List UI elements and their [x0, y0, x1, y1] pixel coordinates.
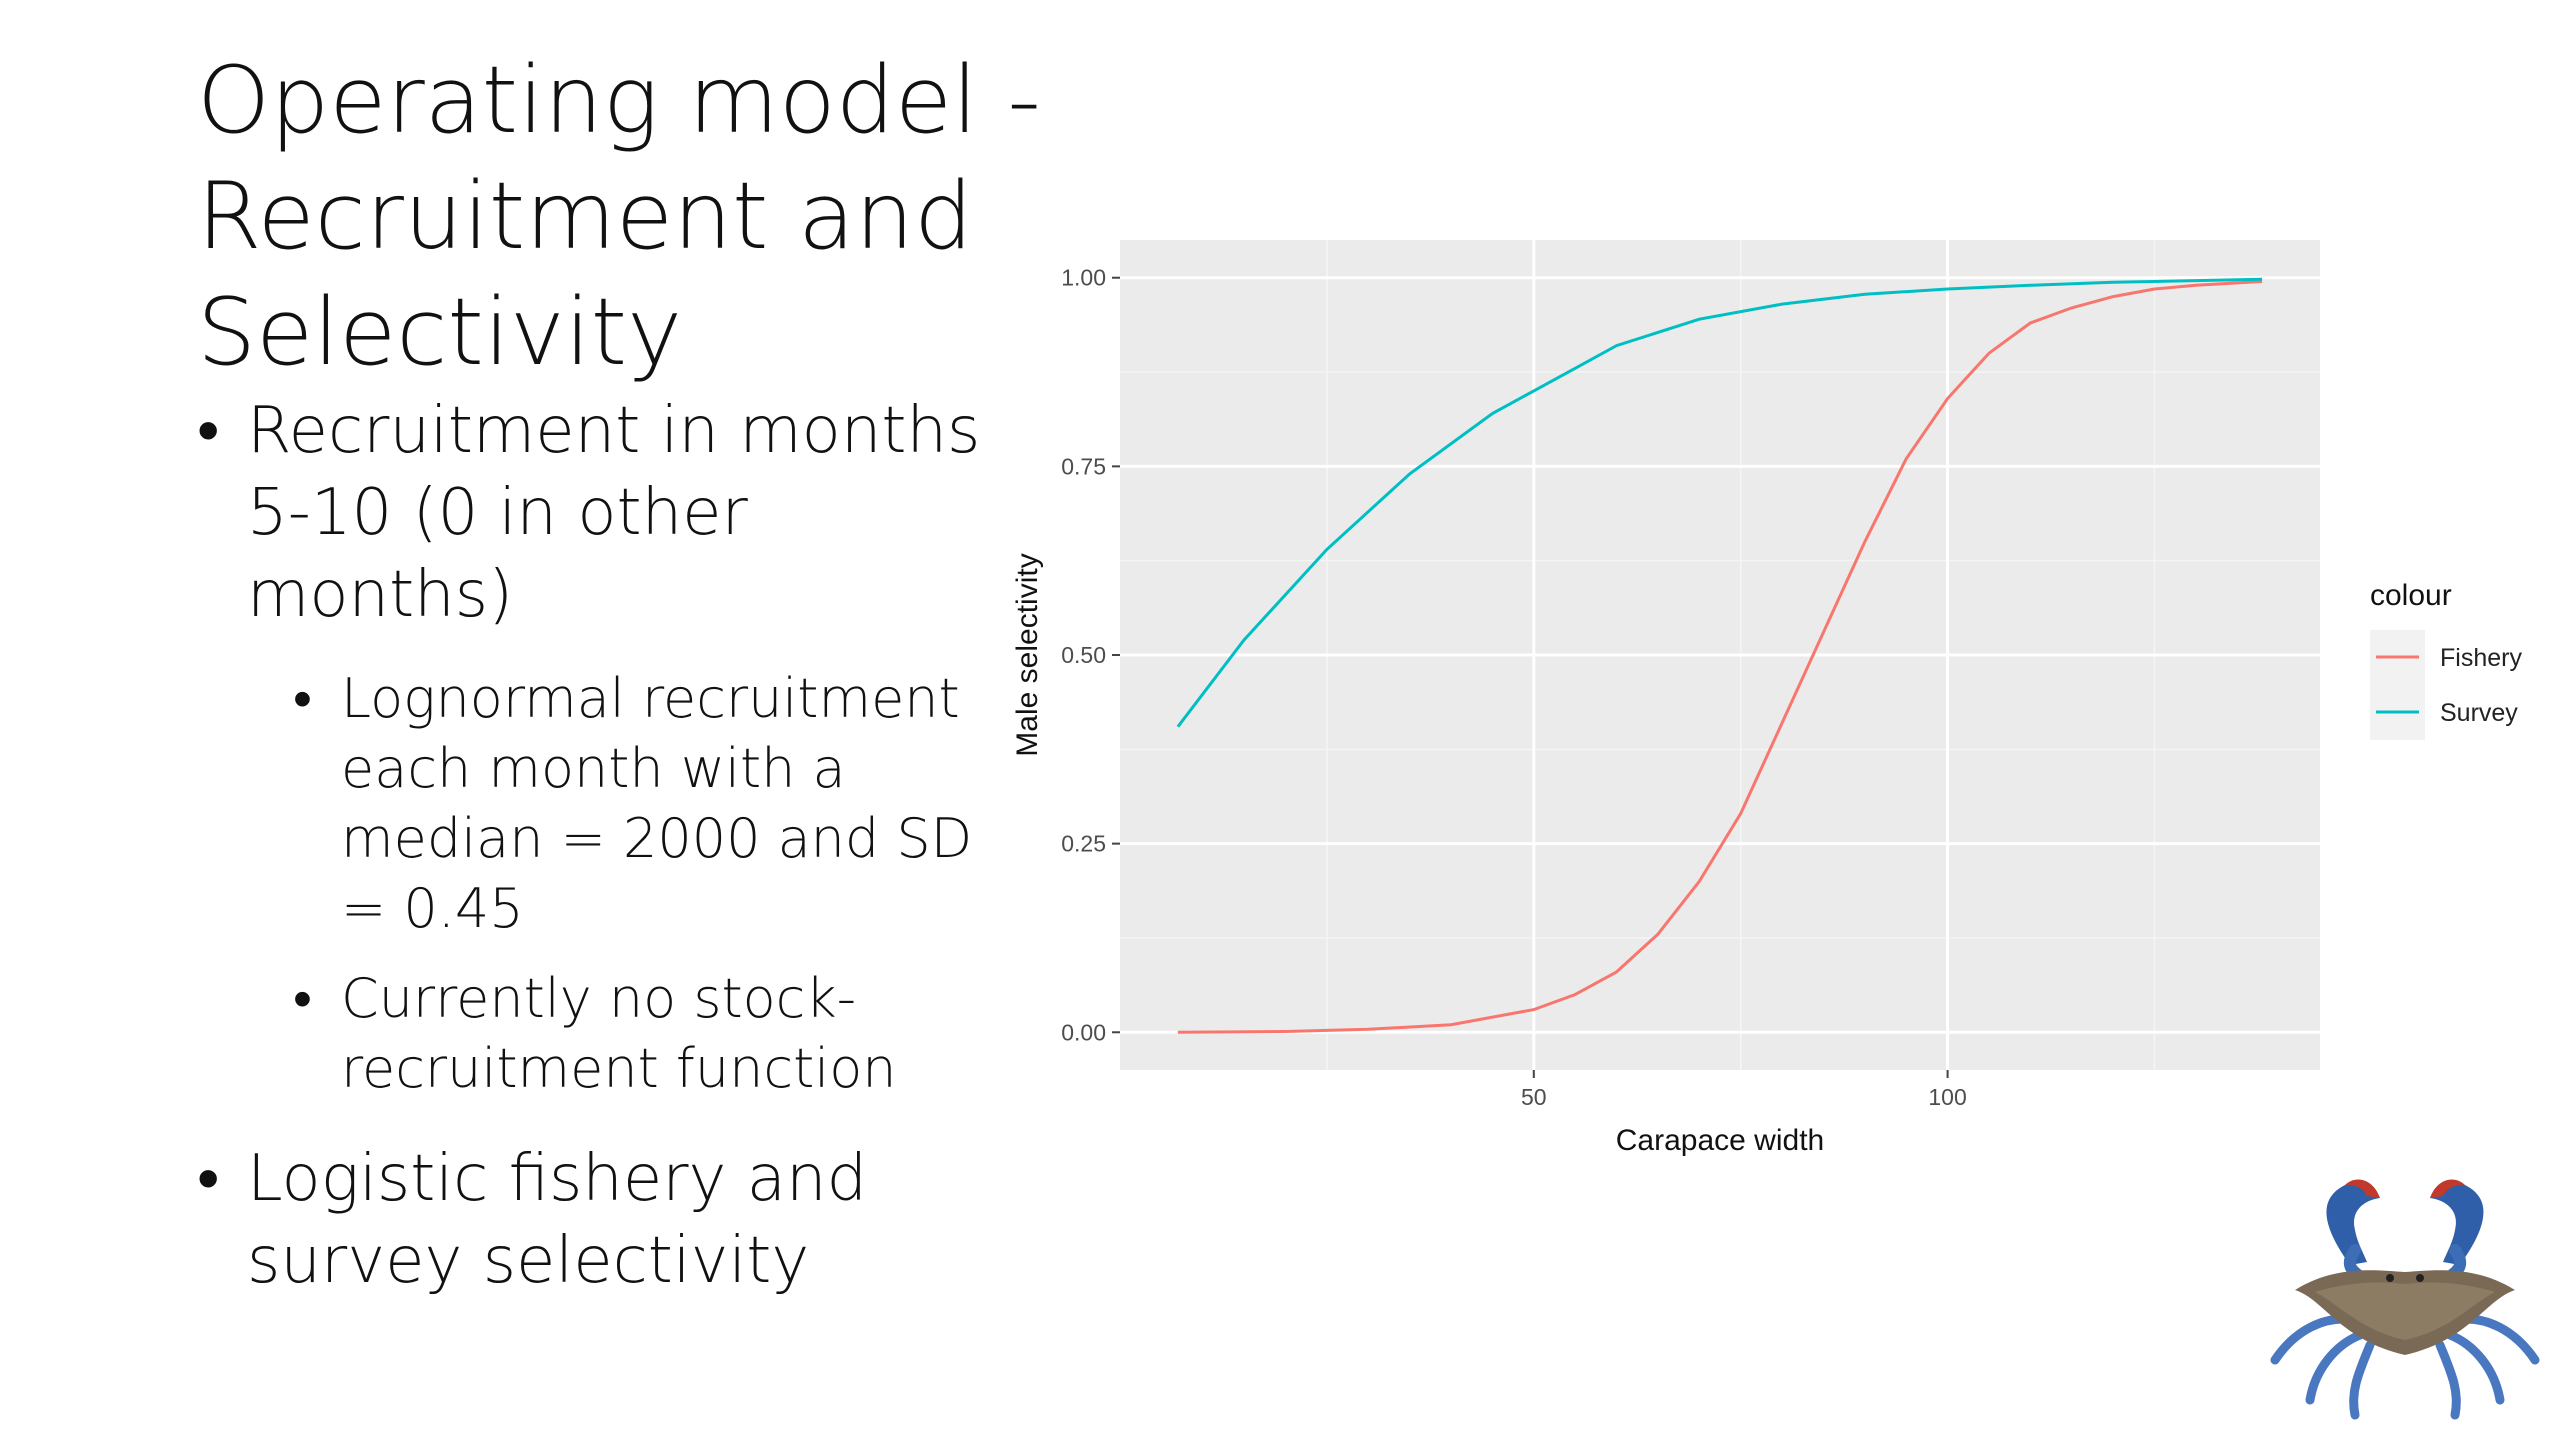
bullet-list: • Recruitment in months 5-10 (0 in other… — [197, 390, 1017, 1330]
x-tick-label: 50 — [1521, 1084, 1547, 1110]
bullet-text: Recruitment in months 5-10 (0 in other m… — [247, 394, 981, 632]
y-tick-label: 1.00 — [1061, 265, 1106, 291]
bullet-dot-icon: • — [197, 394, 220, 468]
legend-label-fishery: Fishery — [2440, 644, 2522, 672]
bullet-dot-icon: • — [293, 967, 312, 1030]
blue-crab-icon — [2270, 1179, 2540, 1420]
sub-bullet-text: Currently no stock-recruitment function — [341, 967, 897, 1100]
x-axis-label: Carapace width — [1616, 1124, 1824, 1157]
sub-bullet-text: Lognormal recruitment each month with a … — [341, 667, 973, 940]
slide-title: Operating model - Recruitment and Select… — [197, 46, 1041, 386]
y-tick-label: 0.25 — [1061, 831, 1106, 857]
legend-title: colour — [2370, 579, 2452, 612]
bullet-dot-icon: • — [197, 1142, 220, 1216]
legend-label-survey: Survey — [2440, 699, 2518, 727]
sub-bullet-item: • Lognormal recruitment each month with … — [293, 664, 1017, 944]
y-tick-label: 0.00 — [1061, 1019, 1106, 1045]
plot-area: 0.00 0.25 0.50 0.75 1.00 50 100 Carapace width M… — [1011, 240, 2320, 1157]
y-axis-label: Male selectivity — [1011, 553, 1044, 756]
y-tick-label: 0.75 — [1061, 453, 1106, 479]
bullet-text: Logistic fishery and survey selectivity — [247, 1142, 868, 1298]
y-tick-label: 0.50 — [1061, 642, 1106, 668]
chart-legend: colour Fishery Survey — [2370, 579, 2522, 740]
bullet-item: • Recruitment in months 5-10 (0 in other… — [197, 390, 1017, 636]
bullet-item: • Logistic fishery and survey selectivit… — [197, 1138, 1017, 1302]
bullet-dot-icon: • — [293, 667, 312, 730]
series-line-fishery — [1177, 280, 2263, 1034]
selectivity-chart: 0.00 0.25 0.50 0.75 1.00 50 100 Carapace width M… — [1011, 240, 2522, 1157]
x-tick-label: 100 — [1928, 1084, 1966, 1110]
sub-bullet-item: • Currently no stock-recruitment functio… — [293, 964, 1017, 1104]
series-line-survey — [1176, 277, 2263, 728]
